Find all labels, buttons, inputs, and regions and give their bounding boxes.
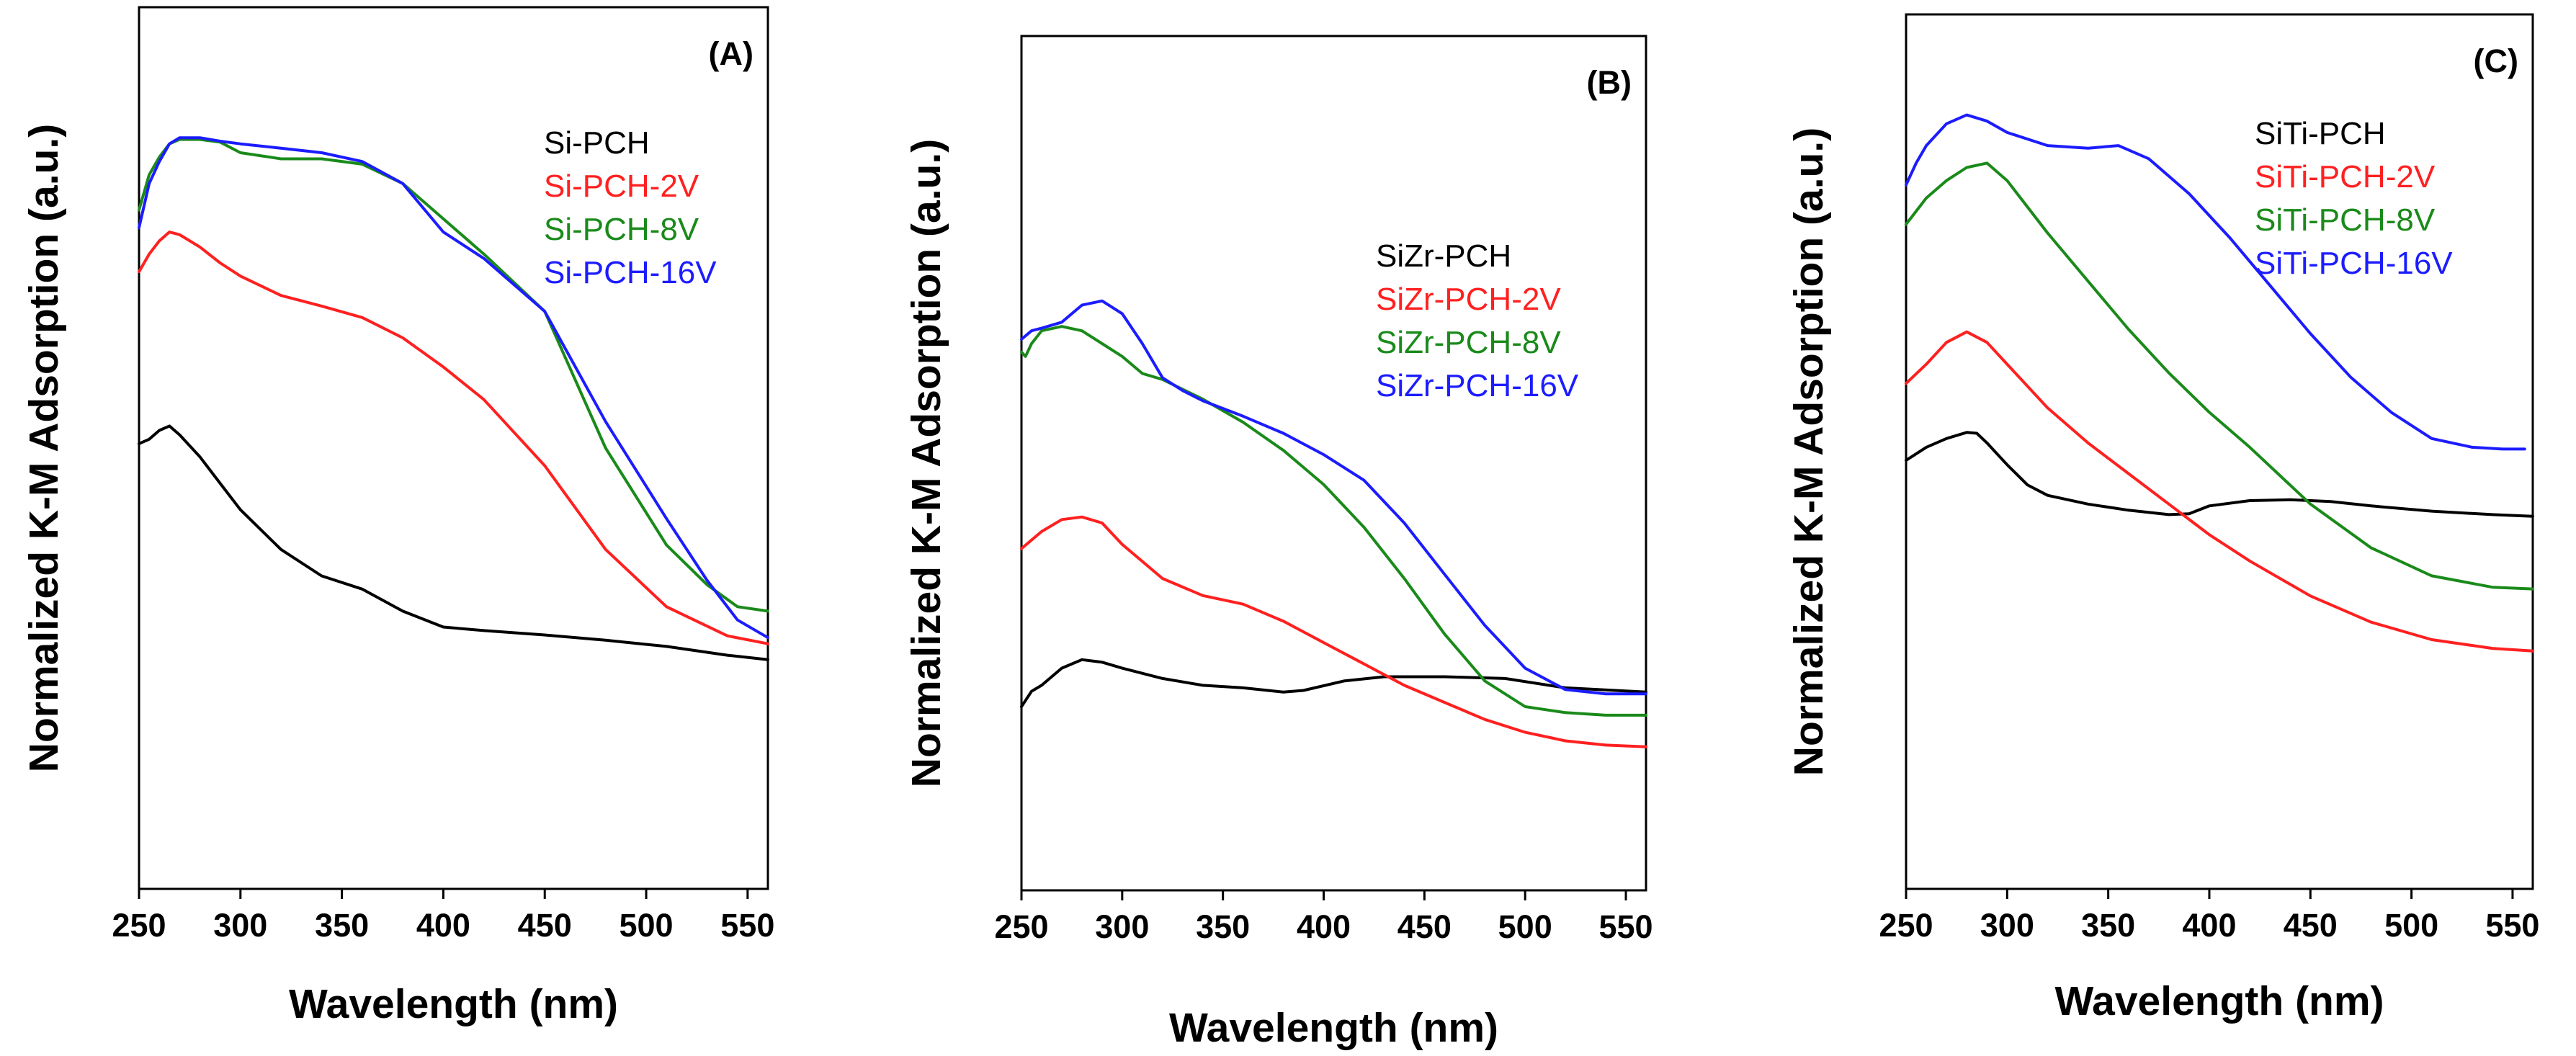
series-line-siti-pch-16v <box>1905 113 2526 451</box>
x-tick-label: 250 <box>112 907 166 944</box>
legend-entry: SiZr-PCH-8V <box>1376 325 1561 360</box>
y-axis-label: Normalized K-M Adsorption (a.u.) <box>903 139 949 787</box>
panel-c: 250 300 350 400 450 500 550 Wavelength (nm) Norm… <box>1786 13 2539 1024</box>
legend-entry: SiZr-PCH-2V <box>1376 282 1561 317</box>
series-line-siti-pch-2v <box>1905 330 2534 653</box>
x-tick-label: 500 <box>619 907 673 944</box>
legend-entry: Si-PCH <box>544 125 650 161</box>
plot-frame <box>1905 13 2534 890</box>
x-axis-label: Wavelength (nm) <box>2054 978 2384 1024</box>
panel-label: (B) <box>1587 64 1632 101</box>
x-tick-label: 300 <box>1095 908 1149 945</box>
series-line-si-pch-16v <box>138 136 769 640</box>
x-tick-label: 550 <box>720 907 774 944</box>
panel-b: 250 300 350 400 450 500 550 Wavelength (nm) Norm… <box>903 35 1653 1051</box>
legend-entry: Si-PCH-8V <box>544 212 699 247</box>
series-line-siti-pch-8v <box>1905 161 2534 591</box>
series-line-si-pch-2v <box>138 231 769 645</box>
x-tick-label: 500 <box>1498 908 1552 945</box>
series-line-sizr-pch <box>1020 658 1647 708</box>
legend-entry: SiTi-PCH <box>2255 116 2386 151</box>
legend-entry: Si-PCH-2V <box>544 169 699 204</box>
panel-label: (A) <box>709 35 753 72</box>
x-tick-label: 500 <box>2384 907 2438 944</box>
x-tick-label: 300 <box>1980 907 2034 944</box>
x-tick-label: 400 <box>1297 908 1351 945</box>
legend-entry: SiTi-PCH-16V <box>2255 246 2453 281</box>
x-tick-label: 450 <box>2284 907 2338 944</box>
x-axis-label: Wavelength (nm) <box>289 981 618 1027</box>
x-tick-label: 400 <box>416 907 470 944</box>
x-tick-label: 550 <box>2485 907 2539 944</box>
series-line-sizr-pch-16v <box>1020 299 1647 696</box>
legend-entry: SiTi-PCH-8V <box>2255 202 2436 238</box>
plot-frame <box>1020 35 1647 892</box>
x-tick-label: 350 <box>315 907 369 944</box>
legend-entry: SiTi-PCH-2V <box>2255 159 2436 194</box>
x-tick-label: 400 <box>2182 907 2236 944</box>
series-line-siti-pch <box>1905 431 2534 518</box>
x-tick-label: 450 <box>518 907 572 944</box>
x-tick-label: 450 <box>1397 908 1452 945</box>
x-tick-label: 250 <box>994 908 1048 945</box>
x-tick-label: 300 <box>213 907 267 944</box>
y-axis-label: Normalized K-M Adsorption (a.u.) <box>21 124 67 772</box>
x-tick-label: 250 <box>1879 907 1933 944</box>
x-tick-label: 350 <box>1196 908 1250 945</box>
legend-entry: Si-PCH-16V <box>544 255 717 290</box>
x-tick-label: 550 <box>1598 908 1653 945</box>
y-axis-label: Normalized K-M Adsorption (a.u.) <box>1786 127 1832 776</box>
series-line-sizr-pch-8v <box>1020 325 1647 717</box>
panel-a: 250 300 350 400 450 500 550 Wavelength (nm) Norm… <box>21 6 774 1027</box>
series-line-si-pch <box>138 424 769 661</box>
x-tick-label: 350 <box>2081 907 2135 944</box>
legend-entry: SiZr-PCH-16V <box>1376 368 1579 403</box>
x-axis-label: Wavelength (nm) <box>1169 1005 1498 1051</box>
series-line-sizr-pch-2v <box>1020 515 1647 748</box>
panel-label: (C) <box>2474 42 2518 79</box>
plot-frame <box>138 6 769 890</box>
legend-entry: SiZr-PCH <box>1376 238 1511 274</box>
